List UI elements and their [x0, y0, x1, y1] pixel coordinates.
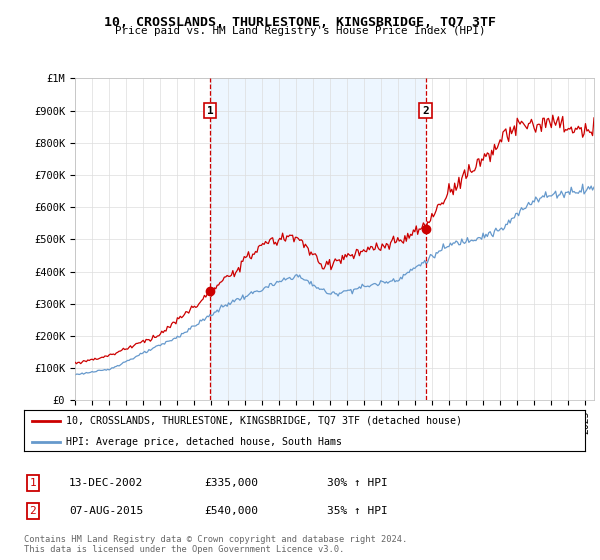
Text: Price paid vs. HM Land Registry's House Price Index (HPI): Price paid vs. HM Land Registry's House …	[115, 26, 485, 36]
Text: HPI: Average price, detached house, South Hams: HPI: Average price, detached house, Sout…	[66, 437, 342, 447]
Bar	[210, 78, 425, 400]
Text: Contains HM Land Registry data © Crown copyright and database right 2024.
This d: Contains HM Land Registry data © Crown c…	[24, 535, 407, 554]
Text: 13-DEC-2002: 13-DEC-2002	[69, 478, 143, 488]
Text: 1: 1	[29, 478, 37, 488]
Text: 10, CROSSLANDS, THURLESTONE, KINGSBRIDGE, TQ7 3TF (detached house): 10, CROSSLANDS, THURLESTONE, KINGSBRIDGE…	[66, 416, 462, 426]
Text: 35% ↑ HPI: 35% ↑ HPI	[327, 506, 388, 516]
Text: 07-AUG-2015: 07-AUG-2015	[69, 506, 143, 516]
Text: £335,000: £335,000	[204, 478, 258, 488]
Text: 1: 1	[207, 106, 214, 115]
Text: 10, CROSSLANDS, THURLESTONE, KINGSBRIDGE, TQ7 3TF: 10, CROSSLANDS, THURLESTONE, KINGSBRIDGE…	[104, 16, 496, 29]
Text: 2: 2	[422, 106, 429, 115]
Text: 30% ↑ HPI: 30% ↑ HPI	[327, 478, 388, 488]
Text: £540,000: £540,000	[204, 506, 258, 516]
Text: 2: 2	[29, 506, 37, 516]
